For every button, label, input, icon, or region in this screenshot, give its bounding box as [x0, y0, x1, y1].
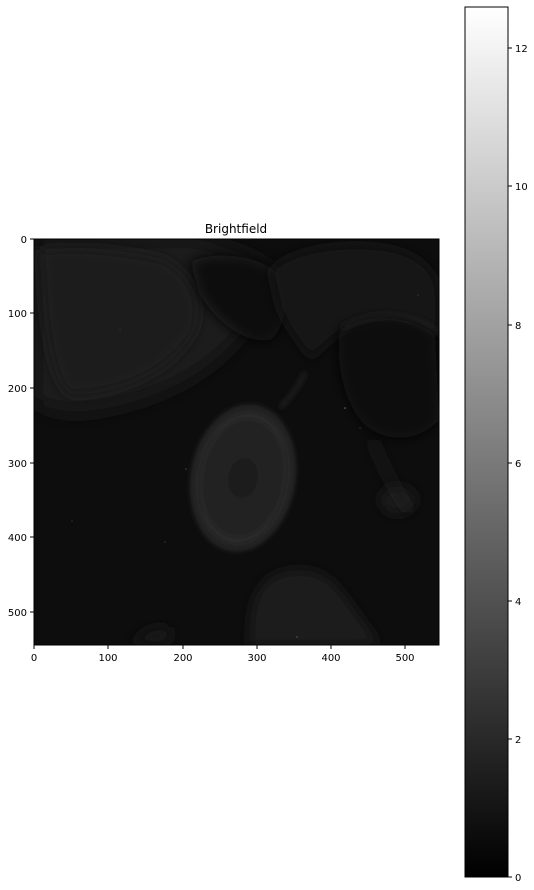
colorbar-tick-label: 10 — [515, 182, 528, 193]
y-tick-label: 0 — [21, 235, 27, 246]
image-axes-frame — [33, 238, 440, 646]
colorbar-tick-label: 2 — [515, 735, 521, 746]
colorbar: 0 2 4 6 8 10 12 — [464, 6, 528, 884]
colorbar-tick-label: 0 — [515, 873, 521, 884]
x-tick-label: 0 — [31, 653, 37, 664]
x-tick-label: 500 — [395, 653, 414, 664]
y-tick-label: 300 — [8, 459, 27, 470]
y-tick-label: 400 — [8, 533, 27, 544]
colorbar-tick-label: 4 — [515, 597, 521, 608]
y-tick-label: 500 — [8, 608, 27, 619]
y-tick-label: 200 — [8, 384, 27, 395]
colorbar-gradient — [465, 7, 508, 877]
y-tick-label: 100 — [8, 309, 27, 320]
x-axis: 0 100 200 300 400 500 — [31, 645, 415, 664]
colorbar-tick-label: 12 — [515, 44, 528, 55]
x-tick-label: 300 — [247, 653, 266, 664]
colorbar-tick-label: 8 — [515, 321, 521, 332]
x-tick-label: 400 — [321, 653, 340, 664]
microscopy-image — [34, 239, 439, 645]
figure-title: Brightfield — [205, 222, 267, 236]
y-axis: 0 100 200 300 400 500 — [8, 235, 34, 619]
x-tick-label: 100 — [98, 653, 117, 664]
colorbar-tick-label: 6 — [515, 459, 521, 470]
x-tick-label: 200 — [173, 653, 192, 664]
